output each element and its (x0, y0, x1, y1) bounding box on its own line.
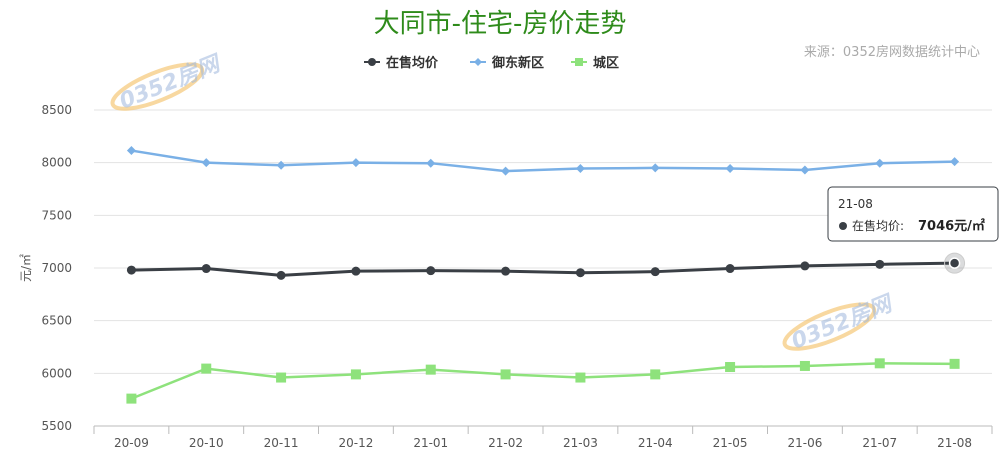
y-tick-label: 8000 (41, 156, 72, 170)
legend: 在售均价 御东新区 城区 (364, 55, 619, 71)
y-tick-label: 6000 (41, 366, 72, 380)
tooltip-value: 7046元/㎡ (918, 218, 985, 234)
tooltip-marker (839, 222, 847, 230)
grid (94, 109, 992, 427)
x-axis: 20-09 20-10 20-11 20-12 21-01 21-02 21-03 21-04… (93, 425, 993, 450)
data-point (800, 261, 810, 271)
series-diamond (126, 146, 960, 176)
x-tick-label: 21-06 (787, 436, 822, 450)
x-tick-label: 20-10 (189, 436, 224, 450)
data-point (351, 266, 361, 276)
data-point (426, 158, 436, 168)
hover-point (948, 257, 961, 269)
x-tick-label: 21-08 (937, 436, 972, 450)
data-point (650, 267, 660, 277)
data-point (501, 266, 511, 276)
legend-marker (474, 58, 482, 66)
data-point (351, 158, 361, 168)
legend-marker (368, 58, 376, 66)
x-tick-label: 21-07 (862, 436, 897, 450)
chart-source: 来源：0352房网数据统计中心 (804, 44, 980, 60)
data-point (350, 369, 361, 380)
data-point (126, 146, 136, 156)
chart-title: 大同市-住宅-房价走势 (374, 9, 627, 39)
series-square (126, 358, 960, 404)
legend-item: 御东新区 (470, 55, 544, 71)
legend-label: 在售均价 (386, 55, 439, 71)
data-point (501, 166, 511, 176)
data-point (201, 363, 212, 374)
data-point (875, 259, 885, 269)
x-tick-label: 21-03 (563, 436, 598, 450)
data-point (725, 362, 736, 373)
watermark-logo: 0352房网 (110, 51, 226, 115)
x-tick-label: 20-11 (264, 436, 299, 450)
data-point (276, 270, 286, 280)
legend-label: 城区 (593, 55, 619, 71)
data-point (426, 266, 436, 276)
data-point (650, 163, 660, 173)
series-line (131, 261, 955, 277)
data-point (799, 360, 810, 371)
data-point (126, 393, 137, 404)
tooltip-category: 21-08 (838, 197, 873, 211)
data-point (800, 165, 810, 175)
y-tick-label: 7500 (41, 208, 72, 222)
series-circle (126, 258, 960, 280)
data-point (575, 163, 585, 173)
data-point (201, 158, 211, 168)
x-tick-label: 20-12 (338, 436, 373, 450)
x-tick-label: 21-02 (488, 436, 523, 450)
series-line (131, 149, 955, 173)
data-point (875, 158, 885, 168)
legend-marker (575, 58, 583, 66)
data-point (874, 358, 885, 369)
y-tick-label: 7000 (41, 261, 72, 275)
y-tick-label: 8500 (41, 103, 72, 117)
data-point (575, 268, 585, 278)
series-layer (126, 146, 966, 404)
data-point (650, 369, 661, 380)
data-point (425, 364, 436, 375)
data-point (575, 372, 586, 383)
x-tick-label: 20-09 (114, 436, 149, 450)
data-point (201, 264, 211, 274)
y-axis: 5500 6000 6500 7000 7500 8000 8500 (41, 103, 72, 433)
x-tick-label: 21-01 (413, 436, 448, 450)
data-point (276, 160, 286, 170)
y-tick-label: 6500 (41, 314, 72, 328)
y-tick-label: 5500 (41, 419, 72, 433)
tooltip-box (827, 186, 999, 242)
x-tick-label: 21-04 (638, 436, 673, 450)
data-point (500, 369, 511, 380)
y-axis-label: 元/㎡ (19, 254, 33, 282)
data-point (126, 265, 136, 275)
legend-item: 城区 (571, 55, 619, 71)
data-point (725, 264, 735, 274)
data-point (950, 157, 960, 167)
series-line (130, 362, 955, 400)
legend-label: 御东新区 (491, 55, 544, 71)
legend-item: 在售均价 (364, 55, 439, 71)
data-point (949, 358, 960, 369)
x-tick-label: 21-05 (713, 436, 748, 450)
data-point (276, 372, 287, 383)
tooltip: 21-08 在售均价: 7046元/㎡ (827, 186, 999, 242)
tooltip-series-label: 在售均价: (852, 218, 904, 233)
watermark-logo: 0352房网 (782, 291, 898, 355)
data-point (725, 163, 735, 173)
